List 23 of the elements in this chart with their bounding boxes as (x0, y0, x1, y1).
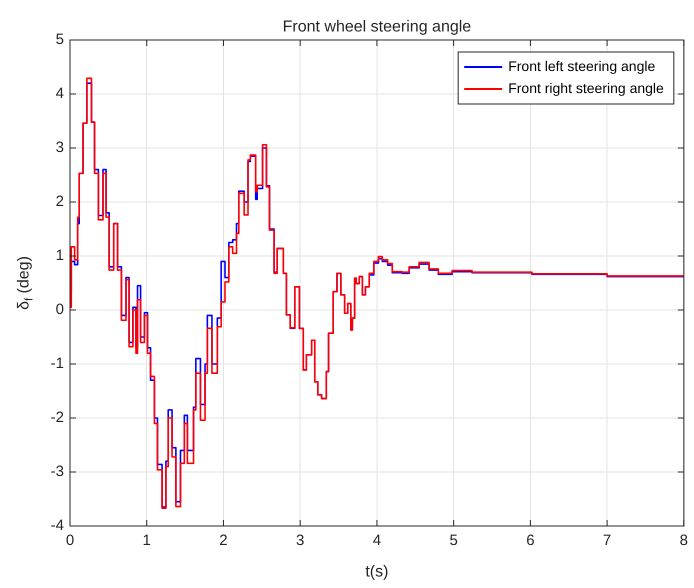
y-tick-label: -4 (50, 517, 64, 534)
y-tick-label: -2 (50, 409, 64, 426)
y-tick-label: 3 (56, 139, 64, 156)
legend-label: Front left steering angle (508, 58, 656, 74)
x-tick-label: 6 (526, 532, 535, 550)
x-tick-label: 3 (296, 532, 304, 550)
y-tick-label: -1 (50, 355, 64, 372)
x-tick-label: 4 (372, 532, 382, 550)
x-tick-label: 5 (449, 532, 458, 550)
y-tick-label: 5 (56, 31, 64, 48)
y-tick-label: -3 (50, 463, 64, 480)
y-tick-label: 0 (56, 301, 64, 318)
x-tick-label: 7 (602, 532, 612, 550)
x-tick-label: 1 (142, 532, 151, 550)
x-tick-label: 2 (219, 532, 228, 550)
y-tick-label: 4 (56, 85, 64, 102)
y-tick-label: 1 (56, 247, 64, 264)
chart-title: Front wheel steering angle (282, 18, 472, 36)
x-tick-label: 8 (680, 532, 688, 550)
legend-label: Front right steering angle (508, 80, 664, 96)
y-tick-label: 2 (56, 193, 64, 210)
y-axis-title: δf (deg) (15, 256, 36, 310)
x-axis-title: t(s) (365, 563, 388, 580)
